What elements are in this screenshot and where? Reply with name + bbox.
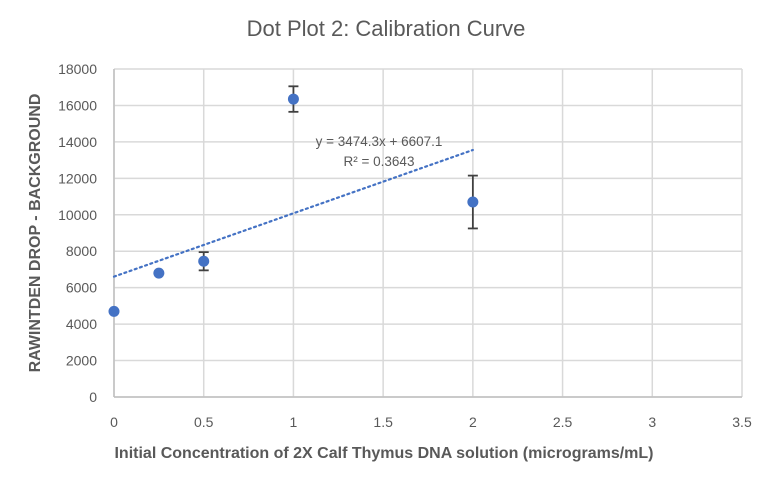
gridlines (113, 68, 743, 398)
y-tick-label: 18000 (58, 61, 97, 77)
x-tick-label: 0.5 (194, 414, 214, 430)
data-point (153, 267, 165, 279)
x-axis-label: Initial Concentration of 2X Calf Thymus … (114, 445, 653, 462)
y-axis-label: RAWINTDEN DROP - BACKGROUND (27, 94, 44, 373)
trendline-group (112, 148, 474, 278)
x-tick-label: 2 (469, 414, 477, 430)
y-tick-label: 16000 (58, 97, 97, 113)
y-tick-label: 2000 (66, 353, 97, 369)
y-axis-ticks: 0 2000 4000 6000 8000 10000 12000 14000 16000 180… (58, 61, 97, 405)
x-axis-ticks: 0 0.5 1 1.5 2 2.5 3 3.5 (110, 414, 752, 430)
x-tick-label: 1 (290, 414, 298, 430)
x-tick-label: 1.5 (373, 414, 393, 430)
y-tick-label: 6000 (66, 280, 97, 296)
x-tick-label: 3 (648, 414, 656, 430)
x-tick-label: 2.5 (553, 414, 573, 430)
data-point (287, 93, 299, 105)
data-point (198, 255, 210, 267)
trendline-equation: y = 3474.3x + 6607.1 (316, 134, 443, 149)
trendline-r-squared: R² = 0.3643 (344, 154, 415, 169)
x-tick-label: 0 (110, 414, 118, 430)
y-tick-label: 12000 (58, 170, 97, 186)
y-tick-label: 14000 (58, 134, 97, 150)
chart-title: Dot Plot 2: Calibration Curve (247, 16, 526, 41)
data-point (467, 196, 479, 208)
y-tick-label: 8000 (66, 243, 97, 259)
y-tick-label: 10000 (58, 207, 97, 223)
data-point (108, 305, 120, 317)
data-points (108, 93, 479, 317)
y-tick-label: 0 (89, 389, 97, 405)
trendline (112, 148, 474, 278)
y-tick-label: 4000 (66, 316, 97, 332)
x-tick-label: 3.5 (732, 414, 752, 430)
